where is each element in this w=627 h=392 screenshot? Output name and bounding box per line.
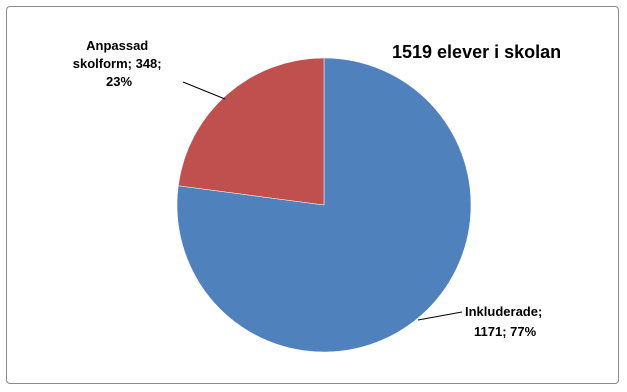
data-label-anpassad-line2: skolform; 348; (73, 56, 162, 71)
chart-title: 1519 elever i skolan (392, 42, 561, 62)
pie-slice-anpassad-skolform (177, 57, 325, 206)
data-label-anpassad-line1: Anpassad (86, 38, 148, 53)
data-label-anpassad: Anpassad skolform; 348; 23% (73, 38, 166, 89)
data-label-anpassad-line3: 23% (106, 74, 132, 89)
pie-slices (176, 57, 472, 353)
leader-line-anpassad (182, 81, 226, 100)
data-label-inkluderade: Inkluderade; 1171; 77% (465, 304, 546, 339)
leader-line-inkluderade (417, 311, 463, 321)
data-label-inkluderade-line2: 1171; 77% (474, 324, 537, 339)
data-label-inkluderade-line1: Inkluderade; (465, 304, 542, 319)
